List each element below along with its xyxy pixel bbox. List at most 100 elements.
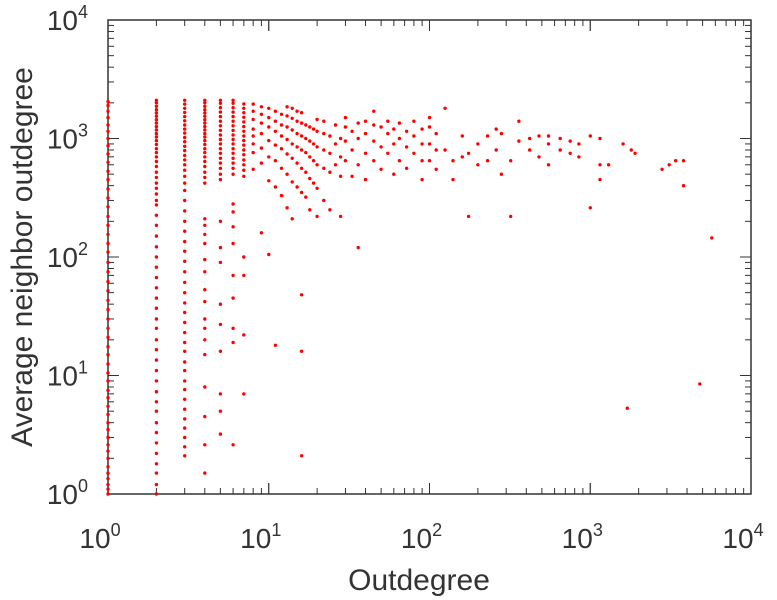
data-point <box>203 326 207 330</box>
data-point <box>397 136 402 141</box>
data-point <box>660 167 664 171</box>
data-point <box>106 160 110 164</box>
data-point <box>231 210 235 214</box>
data-point <box>443 106 447 111</box>
data-point <box>279 112 284 117</box>
data-point <box>379 145 383 149</box>
data-point <box>299 121 304 125</box>
data-point <box>356 245 360 250</box>
data-point <box>267 115 271 120</box>
x-tick-labels: 100 101 102 103 104 <box>79 520 763 554</box>
data-point <box>322 119 326 123</box>
data-point <box>183 209 187 213</box>
data-point <box>379 125 383 129</box>
data-point <box>251 142 255 146</box>
data-point <box>333 123 338 127</box>
data-point <box>183 163 187 167</box>
data-point <box>203 270 207 274</box>
data-point <box>273 109 278 113</box>
data-point <box>379 167 383 171</box>
data-point <box>427 142 432 146</box>
data-point <box>106 317 110 321</box>
data-point <box>203 232 207 237</box>
data-point <box>279 147 284 151</box>
data-point <box>106 476 110 481</box>
data-point <box>295 109 299 113</box>
data-point <box>251 134 255 138</box>
data-point <box>528 148 532 152</box>
data-point <box>183 198 187 203</box>
data-point <box>242 168 246 172</box>
data-point <box>154 142 159 147</box>
data-point <box>285 125 289 129</box>
data-point <box>356 136 360 141</box>
data-point <box>242 124 246 129</box>
data-point <box>311 127 316 131</box>
data-point <box>154 138 159 143</box>
data-point <box>183 153 187 158</box>
data-point <box>285 172 289 176</box>
data-point <box>218 101 223 106</box>
data-point <box>598 177 602 182</box>
data-point <box>183 98 187 103</box>
data-point <box>106 99 110 104</box>
data-point <box>451 177 455 182</box>
data-point <box>404 129 409 133</box>
y-axis-label: Average neighbor outdegree <box>6 67 39 447</box>
data-point <box>203 131 207 136</box>
data-point <box>420 177 424 182</box>
data-point <box>681 184 686 188</box>
data-point <box>154 462 159 466</box>
data-point <box>203 108 207 112</box>
data-point <box>304 136 308 141</box>
data-point <box>558 148 562 152</box>
data-point <box>420 127 424 131</box>
data-point <box>203 443 207 447</box>
data-point <box>203 385 207 389</box>
data-point <box>183 219 187 223</box>
data-point <box>517 139 521 143</box>
data-point <box>218 260 223 265</box>
data-point <box>290 116 294 121</box>
data-point <box>427 125 432 129</box>
data-point <box>154 223 159 227</box>
data-point <box>231 443 235 447</box>
plot-frame <box>107 19 752 495</box>
data-point <box>308 176 312 181</box>
data-point <box>183 270 187 274</box>
data-point <box>218 322 223 327</box>
data-point <box>218 128 223 133</box>
data-point <box>106 187 110 191</box>
data-point <box>386 151 390 155</box>
data-point <box>667 163 671 167</box>
data-point <box>154 492 159 496</box>
data-point <box>106 487 110 491</box>
data-point <box>183 280 187 285</box>
data-point <box>251 150 255 155</box>
data-point <box>279 123 284 127</box>
data-point <box>299 349 304 353</box>
data-point <box>106 335 110 339</box>
data-point <box>203 128 207 132</box>
data-point <box>183 123 187 127</box>
data-point <box>218 124 223 128</box>
data-point <box>295 185 299 189</box>
data-point <box>285 152 289 156</box>
data-point <box>311 181 316 185</box>
data-point <box>183 158 187 162</box>
data-point <box>242 158 246 162</box>
data-point <box>295 161 299 165</box>
data-point <box>218 137 223 142</box>
data-point <box>154 128 159 132</box>
data-point <box>154 275 159 280</box>
data-point <box>710 236 714 240</box>
data-point <box>203 114 207 119</box>
data-point <box>598 163 602 167</box>
data-point <box>183 435 187 440</box>
data-point <box>154 286 159 290</box>
data-point <box>259 146 264 150</box>
data-point <box>154 181 159 185</box>
data-point <box>154 170 159 174</box>
data-point <box>267 155 271 159</box>
data-point <box>154 390 159 394</box>
